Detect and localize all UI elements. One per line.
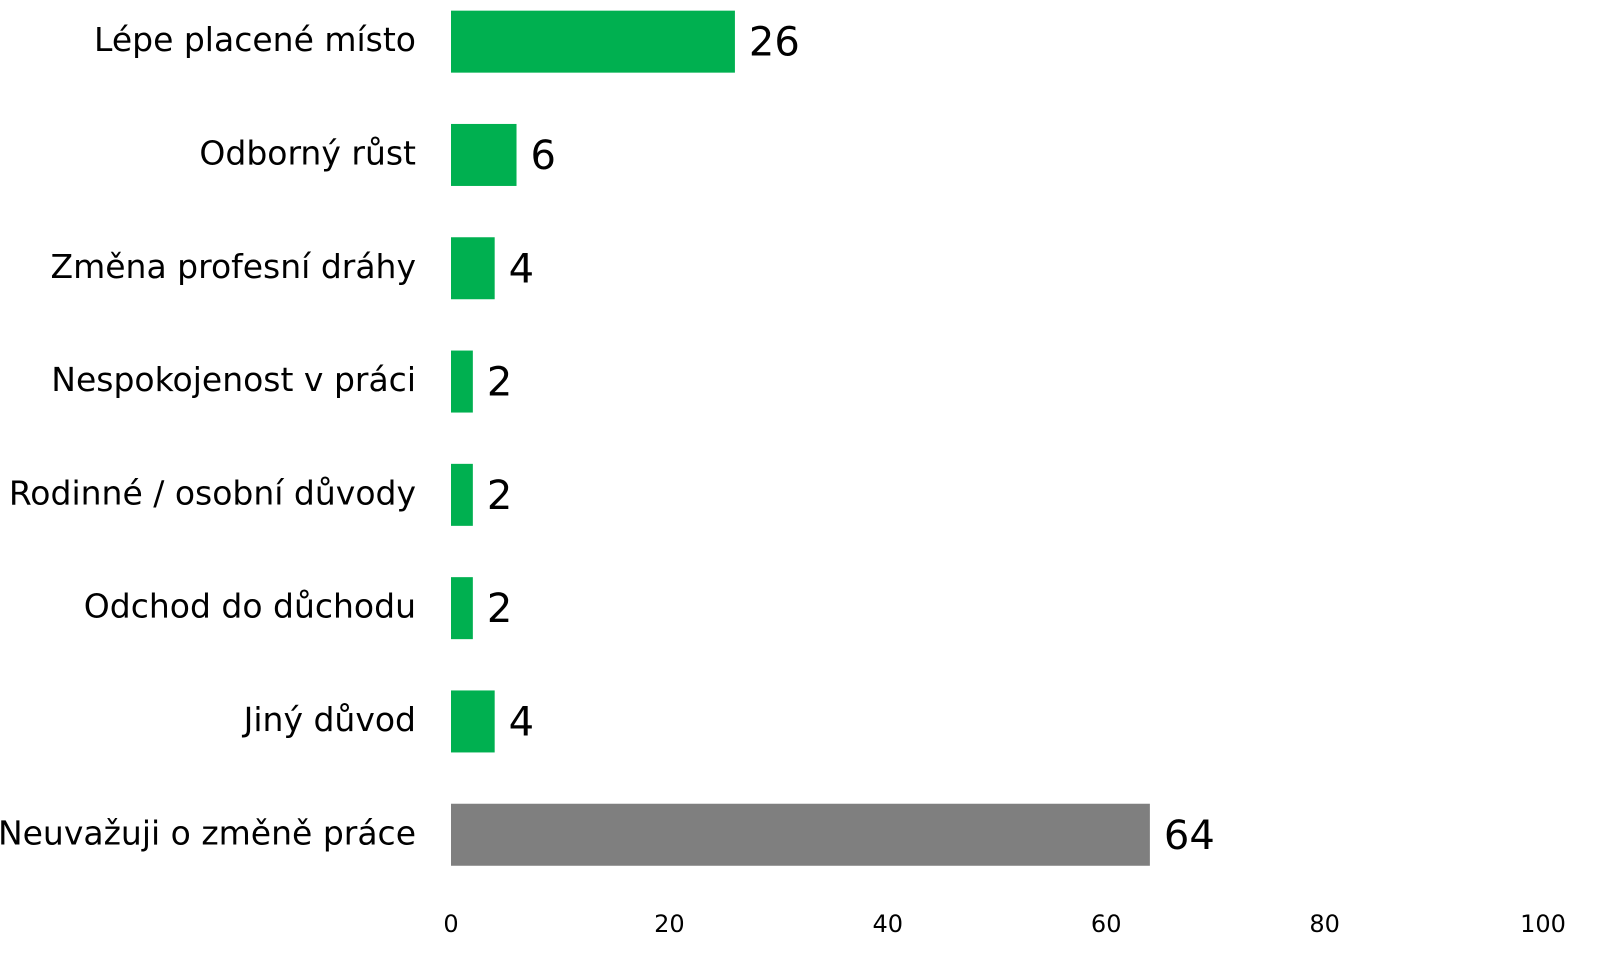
y-tick-label: Odchod do důchodu xyxy=(84,587,416,626)
y-tick-label: Změna profesní dráhy xyxy=(50,247,416,286)
value-label: 4 xyxy=(509,699,534,745)
bar xyxy=(451,10,735,73)
value-label: 6 xyxy=(531,133,556,179)
bar xyxy=(451,123,517,186)
value-label: 26 xyxy=(749,20,800,66)
bar xyxy=(451,350,473,413)
bar xyxy=(451,690,495,753)
value-label: 2 xyxy=(487,586,512,632)
x-tick-label: 20 xyxy=(654,910,685,938)
y-tick-label: Jiný důvod xyxy=(242,700,416,739)
x-tick-label: 100 xyxy=(1520,910,1566,938)
x-tick-label: 80 xyxy=(1309,910,1340,938)
value-label: 64 xyxy=(1164,813,1215,859)
y-tick-label: Odborný růst xyxy=(199,133,416,172)
bar xyxy=(451,463,473,526)
x-tick-label: 40 xyxy=(873,910,904,938)
bar xyxy=(451,577,473,640)
x-tick-label: 60 xyxy=(1091,910,1122,938)
y-tick-label: Rodinné / osobní důvody xyxy=(9,473,416,512)
value-label: 2 xyxy=(487,360,512,406)
value-label: 2 xyxy=(487,473,512,519)
bar xyxy=(451,803,1150,866)
y-tick-label: Nespokojenost v práci xyxy=(51,360,416,399)
x-tick-label: 0 xyxy=(443,910,458,938)
bar xyxy=(451,237,495,300)
y-tick-label: Neuvažuji o změně práce xyxy=(0,813,416,852)
value-label: 4 xyxy=(509,246,534,292)
y-tick-label: Lépe placené místo xyxy=(94,20,416,59)
